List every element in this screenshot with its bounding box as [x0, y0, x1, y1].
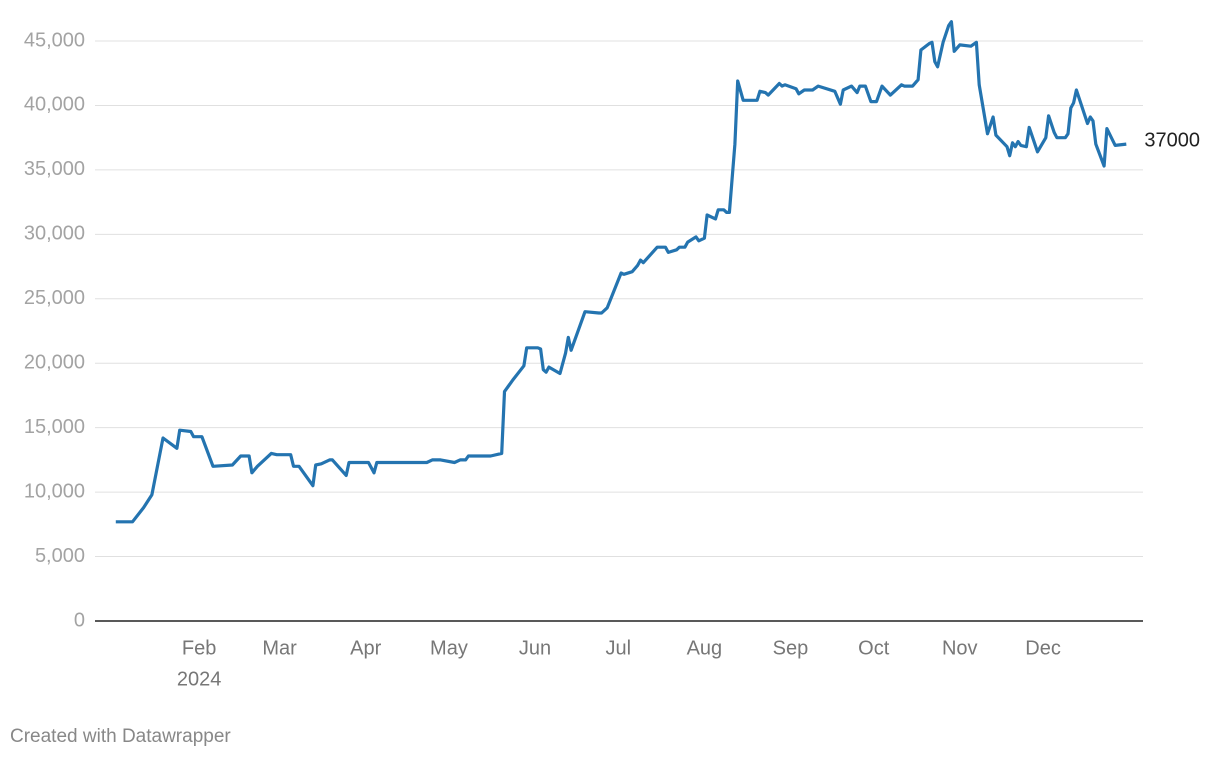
y-tick-label: 25,000 — [24, 287, 85, 309]
y-tick-label: 10,000 — [24, 480, 85, 502]
x-tick-label: Jun — [519, 637, 551, 659]
x-year-label: 2024 — [177, 668, 222, 690]
x-tick-label: Apr — [350, 637, 381, 659]
y-tick-label: 35,000 — [24, 158, 85, 180]
y-tick-label: 0 — [74, 609, 85, 631]
x-tick-label: Dec — [1025, 637, 1061, 659]
x-tick-label: Feb — [182, 637, 216, 659]
credit: Created with Datawrapper — [10, 726, 231, 747]
x-tick-label: Nov — [942, 637, 978, 659]
y-tick-label: 5,000 — [35, 545, 85, 567]
line — [115, 20, 1127, 524]
x-tick-label: Mar — [262, 637, 297, 659]
y-tick-label: 20,000 — [24, 352, 85, 374]
x-tick-label: Jul — [606, 637, 632, 659]
y-tick-label: 30,000 — [24, 223, 85, 245]
x-tick-label: Sep — [773, 637, 809, 659]
x-tick-label: May — [430, 637, 468, 659]
y-tick-label: 45,000 — [24, 29, 85, 51]
x-tick-label: Oct — [858, 637, 890, 659]
end-label: 37000 — [1144, 129, 1200, 151]
x-tick-label: Aug — [687, 637, 723, 659]
y-tick-label: 40,000 — [24, 94, 85, 116]
y-tick-label: 15,000 — [24, 416, 85, 438]
